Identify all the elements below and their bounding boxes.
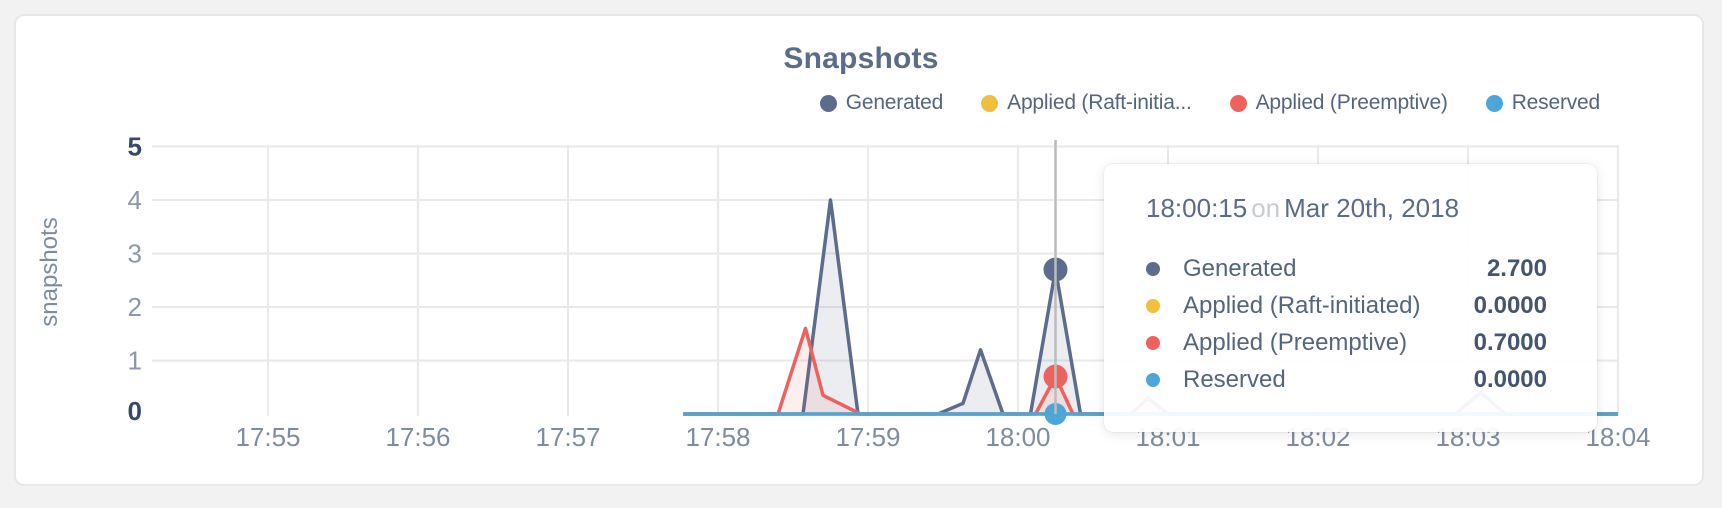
legend-label: Applied (Preemptive) [1255,91,1448,114]
legend-item-reserved[interactable]: Reserved [1485,91,1600,115]
legend-dot-generated [819,94,837,112]
svg-text:18:04: 18:04 [1585,422,1650,452]
tooltip-series-value: 0.7000 [1473,328,1547,356]
svg-text:17:55: 17:55 [235,422,300,452]
tooltip-series-value: 2.700 [1486,254,1547,282]
tooltip-series-name: Reserved [1183,365,1286,393]
legend-dot-reserved [1485,94,1503,112]
tooltip-row-reserved: Reserved 0.0000 [1146,361,1547,398]
chart-title: Snapshots [783,42,939,75]
hover-tooltip: 18:00:15 on Mar 20th, 2018 Generated 2.700… [1104,164,1597,432]
tooltip-dot-reserved [1146,372,1160,387]
tooltip-row-generated: Generated 2.700 [1146,250,1547,287]
svg-text:1: 1 [128,346,142,376]
svg-text:5: 5 [128,132,142,162]
legend-label: Reserved [1511,91,1600,114]
tooltip-series-name: Applied (Preemptive) [1183,328,1408,356]
tooltip-row-applied-preemptive: Applied (Preemptive) 0.7000 [1146,324,1547,361]
tooltip-dot-applied-raft [1146,298,1160,313]
svg-text:17:57: 17:57 [535,422,600,452]
svg-text:3: 3 [128,239,142,269]
svg-text:17:58: 17:58 [685,422,750,452]
svg-text:17:56: 17:56 [385,422,450,452]
tooltip-time: 18:00:15 [1146,193,1248,223]
legend: Generated Applied (Raft-initia... Applie… [819,91,1600,115]
svg-text:17:59: 17:59 [835,422,900,452]
legend-label: Applied (Raft-initia... [1007,91,1192,114]
tooltip-date: Mar 20th, 2018 [1284,193,1460,223]
svg-text:0: 0 [128,396,142,426]
tooltip-header: 18:00:15 on Mar 20th, 2018 [1146,190,1547,226]
legend-item-applied-raft[interactable]: Applied (Raft-initia... [981,91,1192,115]
svg-text:18:00: 18:00 [985,422,1050,452]
svg-text:2: 2 [128,292,142,322]
svg-text:4: 4 [128,185,142,215]
tooltip-dot-generated [1146,261,1160,276]
tooltip-series-name: Generated [1183,254,1297,282]
tooltip-series-value: 0.0000 [1473,291,1547,319]
legend-item-applied-preemptive[interactable]: Applied (Preemptive) [1229,91,1448,115]
legend-label: Generated [845,91,944,114]
tooltip-series-name: Applied (Raft-initiated) [1183,291,1421,319]
tooltip-row-applied-raft: Applied (Raft-initiated) 0.0000 [1146,287,1547,324]
tooltip-conjunction: on [1251,193,1281,223]
axis-labels: 17:55 17:56 17:57 17:58 17:59 18:00 18:01 18:02… [36,132,1651,453]
legend-dot-applied-preemptive [1229,94,1247,112]
tooltip-series-value: 0.0000 [1473,365,1547,393]
y-axis-title: snapshots [36,217,63,326]
tooltip-dot-applied-preemptive [1146,335,1160,350]
legend-item-generated[interactable]: Generated [819,91,944,115]
legend-dot-applied-raft [981,94,999,112]
